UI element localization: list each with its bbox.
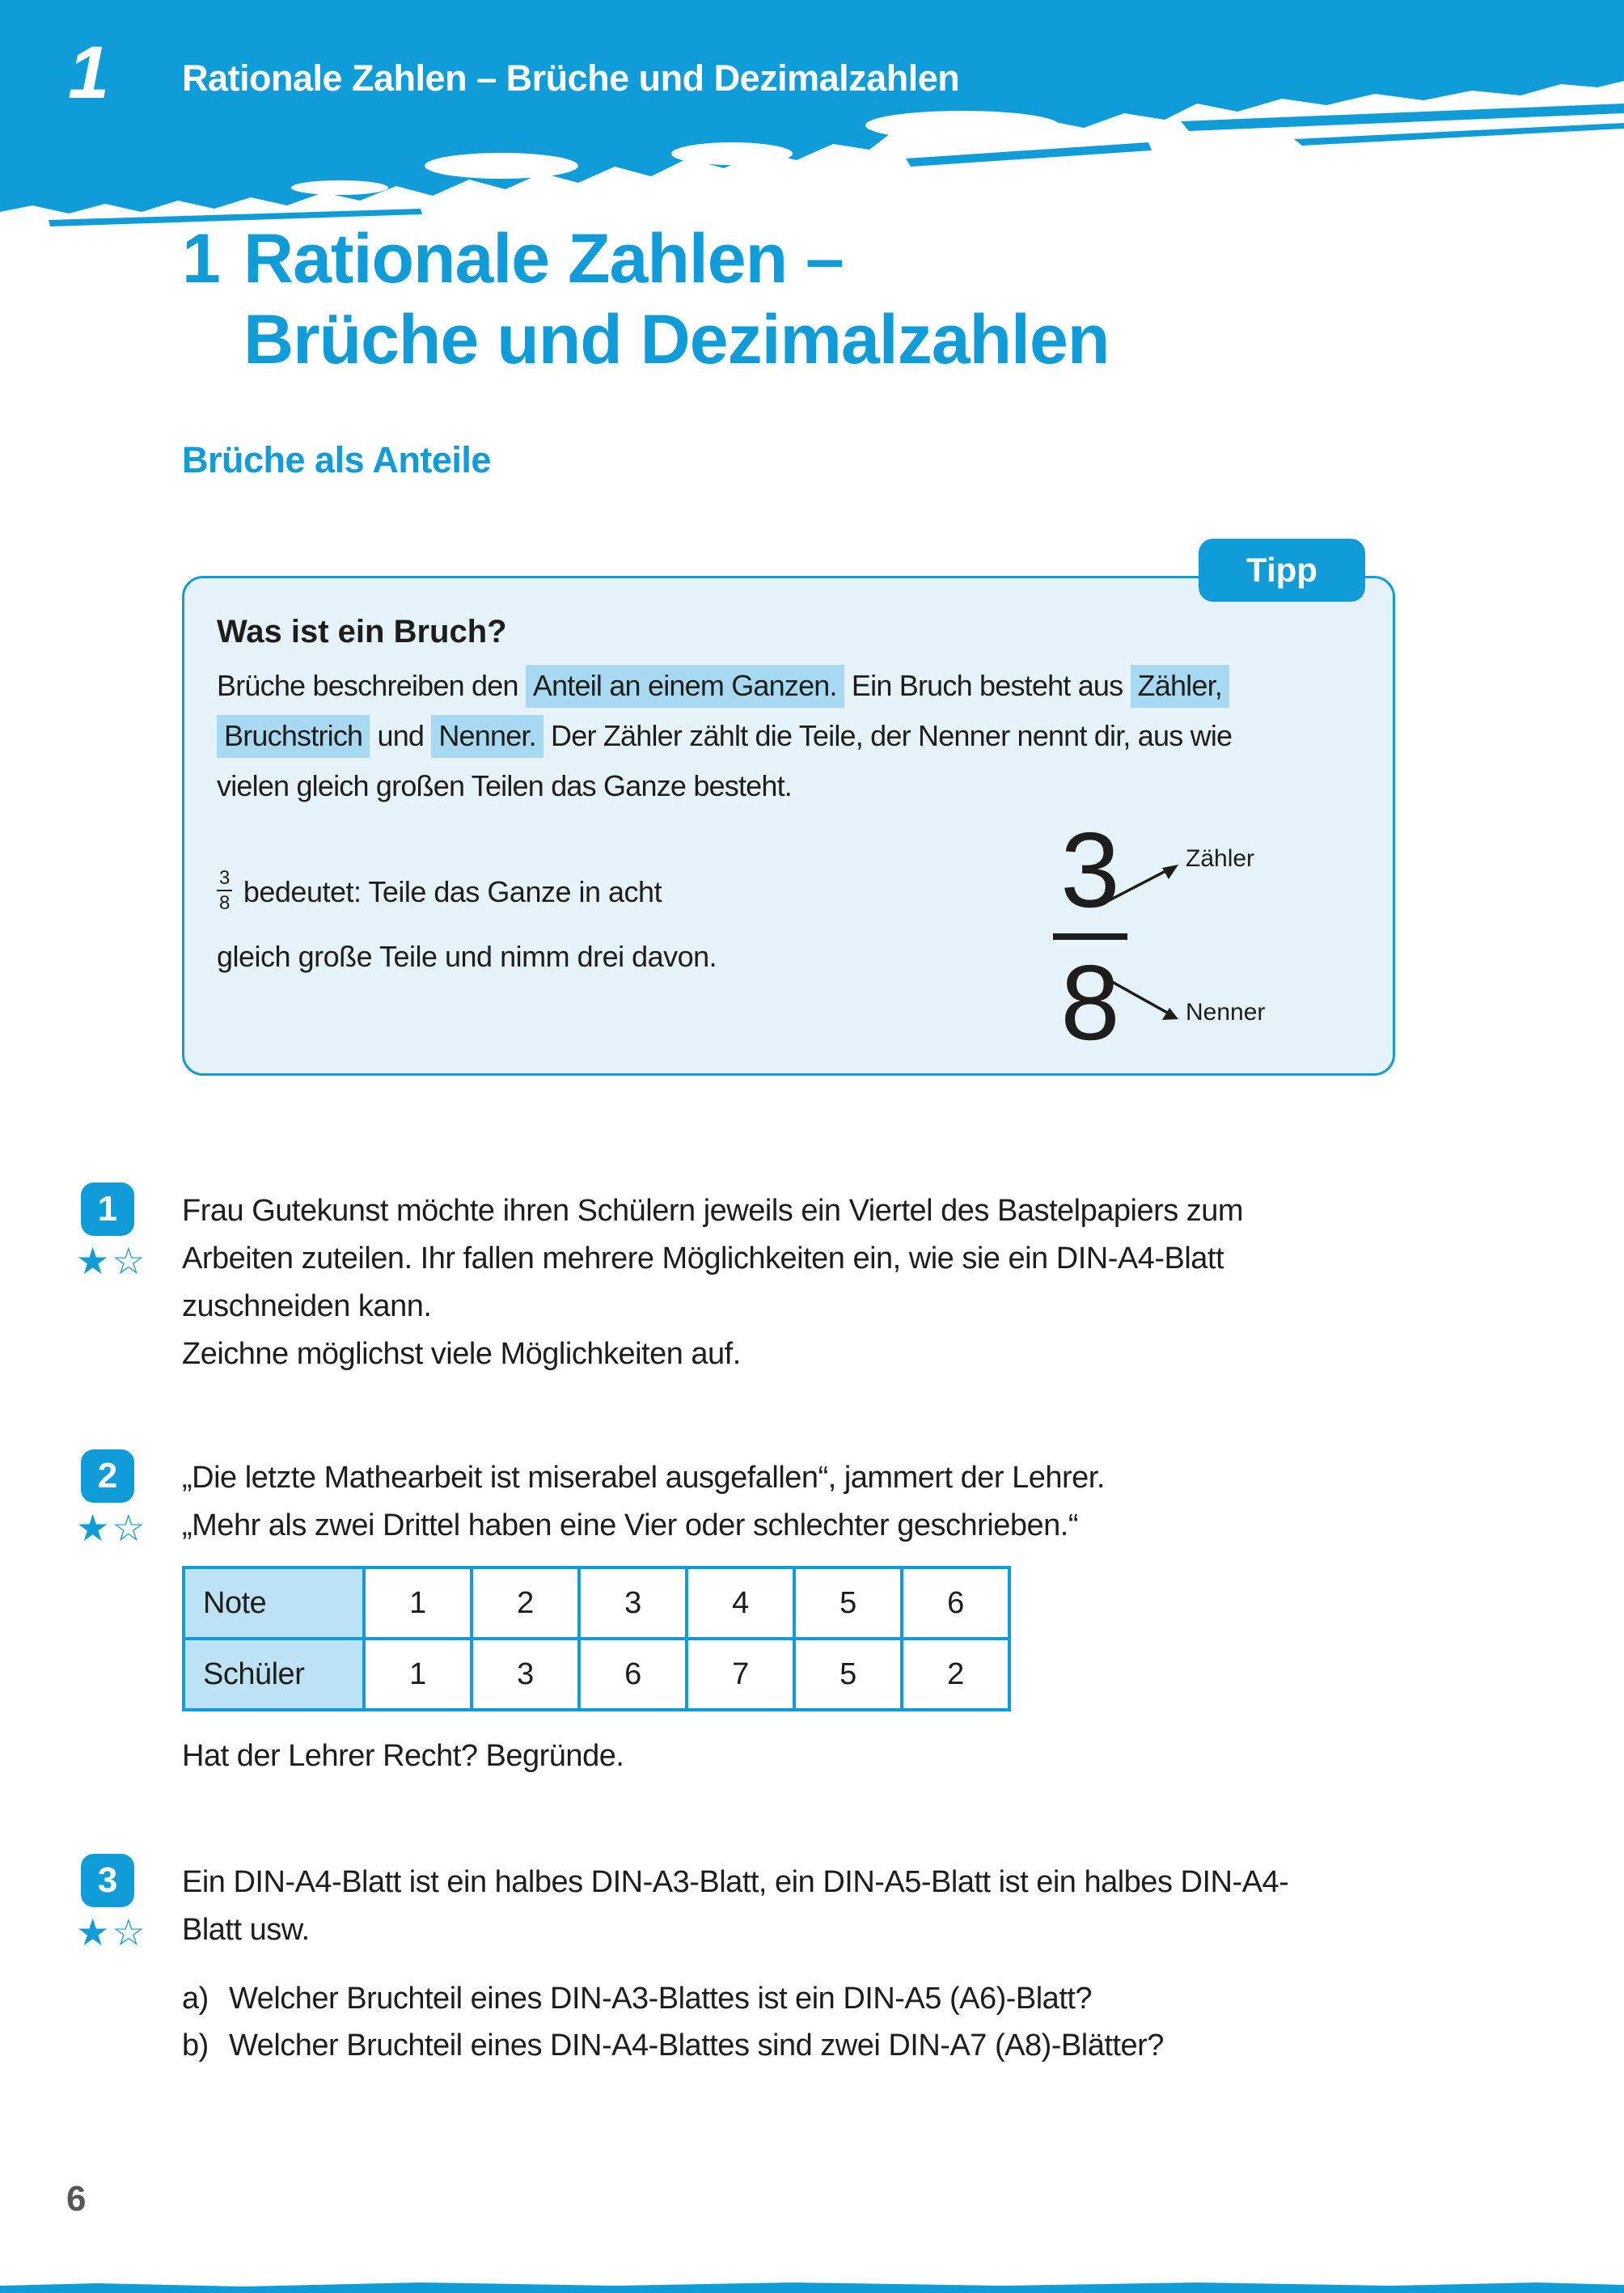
subitem-a: a) Welcher Bruchteil eines DIN-A3-Blattes… bbox=[182, 1975, 1164, 2022]
tip-paragraph: Brüche beschreiben den Anteil an einem G… bbox=[217, 661, 1393, 811]
header-chapter-number: 1 bbox=[68, 32, 110, 114]
exercise-text-line: Zeichne möglichst viele Möglichkeiten au… bbox=[182, 1337, 741, 1371]
exercise-1-text: Frau Gutekunst möchte ihren Schülern jew… bbox=[182, 1187, 1244, 1378]
tip-text-segment: vielen gleich großen Teilen das Ganze be… bbox=[217, 769, 793, 802]
tip-example-line: gleich große Teile und nimm drei davon. bbox=[217, 940, 717, 973]
table-row: Schüler 1 3 6 7 5 2 bbox=[182, 1637, 1011, 1711]
table-header-cell: Note bbox=[182, 1566, 366, 1640]
tip-tab: Tipp bbox=[1199, 539, 1365, 602]
subitem-text: Welcher Bruchteil eines DIN-A3-Blattes i… bbox=[229, 1982, 1093, 2016]
tip-highlighted-term: Anteil an einem Ganzen. bbox=[525, 665, 844, 708]
tip-text-segment: Brüche beschreiben den bbox=[217, 669, 526, 702]
exercise-text-line: Ein DIN-A4-Blatt ist ein halbes DIN-A3-B… bbox=[182, 1865, 1289, 1899]
tip-example-sentence: 3 8 bedeutet: Teile das Ganze in acht glei… bbox=[217, 860, 1393, 989]
table-cell: 2 bbox=[470, 1566, 581, 1640]
table-cell: 3 bbox=[577, 1566, 688, 1640]
tip-paragraph-line: Bruchstrich und Nenner. Der Zähler zählt… bbox=[217, 711, 1393, 761]
exercise-text-line: Blatt usw. bbox=[182, 1913, 310, 1947]
difficulty-star-filled-icon: ★ bbox=[76, 1507, 112, 1549]
difficulty-star-outline-icon: ☆ bbox=[112, 1240, 148, 1282]
table-cell: 1 bbox=[362, 1637, 473, 1711]
tip-question: Was ist ein Bruch? bbox=[217, 614, 507, 649]
table-cell: 2 bbox=[900, 1637, 1011, 1711]
exercise-text-line: zuschneiden kann. bbox=[182, 1289, 432, 1323]
chapter-heading-line: Brüche und Dezimalzahlen bbox=[243, 301, 1110, 379]
denominator-arrow-icon bbox=[1106, 977, 1178, 1020]
exercise-3-subitems: a) Welcher Bruchteil eines DIN-A3-Blattes… bbox=[182, 1975, 1164, 2069]
table-cell: 6 bbox=[900, 1566, 1011, 1640]
tip-paragraph-line: vielen gleich großen Teilen das Ganze be… bbox=[217, 761, 1393, 811]
exercise-1-number-badge: 1 bbox=[81, 1182, 134, 1236]
table-cell: 1 bbox=[362, 1566, 473, 1640]
section-heading: Brüche als Anteile bbox=[182, 439, 491, 480]
numerator-label: Zähler bbox=[1186, 845, 1255, 872]
chapter-heading-number: 1 bbox=[182, 220, 221, 298]
table-cell: 3 bbox=[470, 1637, 581, 1711]
exercise-text-line: „Die letzte Mathearbeit ist miserabel au… bbox=[182, 1461, 1105, 1495]
difficulty-star-outline-icon: ☆ bbox=[112, 1911, 148, 1953]
table-cell: 4 bbox=[685, 1566, 796, 1640]
fraction-diagram-numerator: 3 bbox=[1060, 810, 1120, 929]
header-chapter-title: Rationale Zahlen – Brüche und Dezimalzah… bbox=[182, 57, 960, 99]
exercise-2-number-badge: 2 bbox=[81, 1449, 134, 1503]
tip-text-segment: Ein Bruch besteht aus bbox=[844, 669, 1131, 702]
fraction-diagram: 3 8 bbox=[1026, 817, 1155, 1056]
exercise-text-line: „Mehr als zwei Drittel haben eine Vier o… bbox=[182, 1508, 1078, 1542]
tip-paragraph-line: Brüche beschreiben den Anteil an einem G… bbox=[217, 661, 1393, 711]
table-row: Note 1 2 3 4 5 6 bbox=[182, 1566, 1011, 1640]
tip-highlighted-term: Zähler, bbox=[1130, 665, 1230, 708]
exercise-2-question: Hat der Lehrer Recht? Begründe. bbox=[182, 1739, 624, 1773]
exercise-1-difficulty: ★☆ bbox=[76, 1239, 148, 1283]
tip-highlighted-term: Bruchstrich bbox=[217, 715, 370, 758]
exercise-3-number-badge: 3 bbox=[81, 1854, 134, 1907]
difficulty-star-outline-icon: ☆ bbox=[112, 1507, 148, 1549]
exercise-text-line: Frau Gutekunst möchte ihren Schülern jew… bbox=[182, 1194, 1244, 1228]
inline-fraction-denominator: 8 bbox=[217, 889, 232, 915]
table-cell: 5 bbox=[793, 1637, 903, 1711]
subitem-label: a) bbox=[182, 1982, 209, 2016]
chapter-heading: 1 Rationale Zahlen – Brüche und Dezimalz… bbox=[182, 218, 1110, 380]
exercise-text-line: Arbeiten zuteilen. Ihr fallen mehrere Mö… bbox=[182, 1242, 1224, 1276]
inline-fraction-numerator: 3 bbox=[219, 867, 230, 890]
fraction-diagram-arrows bbox=[1106, 865, 1178, 1020]
tip-highlighted-term: Nenner. bbox=[431, 715, 543, 758]
page-number: 6 bbox=[66, 2179, 87, 2219]
grades-table: Note 1 2 3 4 5 6 Schüler 1 3 6 7 5 2 bbox=[182, 1566, 1011, 1711]
exercise-2-text: „Die letzte Mathearbeit ist miserabel au… bbox=[182, 1454, 1105, 1550]
exercise-2-difficulty: ★☆ bbox=[76, 1506, 148, 1550]
table-cell: 7 bbox=[685, 1637, 796, 1711]
tip-text-segment: Der Zähler zählt die Teile, der Nenner n… bbox=[543, 719, 1233, 752]
numerator-arrow-icon bbox=[1106, 865, 1178, 903]
denominator-label: Nenner bbox=[1186, 999, 1266, 1026]
footer-brush-stroke bbox=[0, 2282, 1624, 2293]
header-brush-stroke bbox=[0, 0, 1624, 226]
tip-tab-label: Tipp bbox=[1246, 551, 1317, 589]
exercise-3-text: Ein DIN-A4-Blatt ist ein halbes DIN-A3-B… bbox=[182, 1859, 1289, 1954]
fraction-bar bbox=[1053, 933, 1127, 940]
tip-example-line: bedeutet: Teile das Ganze in acht bbox=[243, 875, 662, 908]
subitem-label: b) bbox=[182, 2029, 209, 2062]
table-cell: 5 bbox=[793, 1566, 903, 1640]
subitem-b: b) Welcher Bruchteil eines DIN-A4-Blattes… bbox=[182, 2022, 1164, 2069]
exercise-3-difficulty: ★☆ bbox=[76, 1910, 148, 1954]
table-header-cell: Schüler bbox=[182, 1637, 366, 1711]
chapter-heading-line: Rationale Zahlen – bbox=[243, 220, 844, 298]
difficulty-star-filled-icon: ★ bbox=[76, 1240, 112, 1282]
difficulty-star-filled-icon: ★ bbox=[76, 1911, 112, 1953]
table-cell: 6 bbox=[577, 1637, 688, 1711]
subitem-text: Welcher Bruchteil eines DIN-A4-Blattes s… bbox=[229, 2029, 1164, 2062]
tip-text-segment: und bbox=[370, 719, 432, 752]
fraction-diagram-denominator: 8 bbox=[1060, 943, 1120, 1062]
tip-box: Was ist ein Bruch? Brüche beschreiben de… bbox=[182, 576, 1395, 1076]
